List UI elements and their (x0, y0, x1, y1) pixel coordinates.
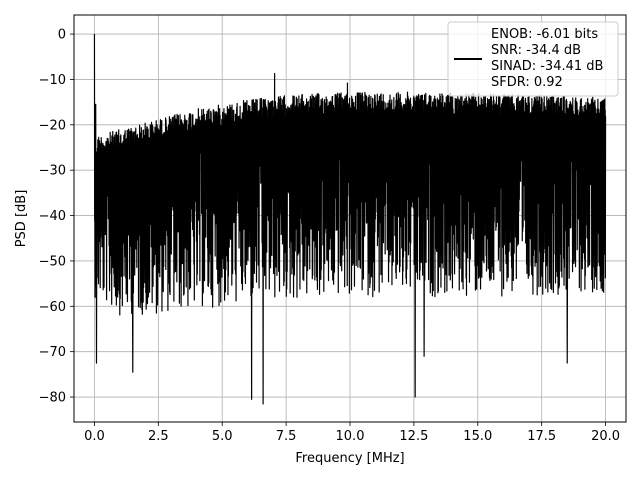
y-tick-label: −20 (39, 118, 66, 133)
x-tick-label: 20.0 (591, 429, 620, 444)
y-tick-label: 0 (58, 28, 66, 43)
x-tick-label: 0.0 (84, 429, 105, 444)
ticks: 0.0 2.5 5.0 7.5 10.0 12.5 15.0 17.5 20.0 0 −10 −20 −… (39, 28, 620, 444)
x-tick-label: 2.5 (148, 429, 169, 444)
x-tick-label: 15.0 (463, 429, 492, 444)
y-tick-label: −80 (39, 391, 66, 406)
x-tick-label: 5.0 (212, 429, 233, 444)
y-tick-label: −70 (39, 345, 66, 360)
y-tick-label: −10 (39, 73, 66, 88)
legend-sfdr: SFDR: 0.92 (491, 75, 563, 90)
y-tick-label: −60 (39, 300, 66, 315)
x-tick-label: 10.0 (336, 429, 365, 444)
x-axis-label: Frequency [MHz] (295, 451, 404, 466)
legend: ENOB: -6.01 bits SNR: -34.4 dB SINAD: -3… (447, 21, 619, 97)
plot-area (93, 34, 607, 405)
y-tick-label: −40 (39, 209, 66, 224)
legend-sinad: SINAD: -34.41 dB (491, 59, 603, 74)
psd-series-line (93, 34, 607, 405)
y-axis-label: PSD [dB] (14, 190, 29, 248)
x-tick-label: 12.5 (399, 429, 428, 444)
legend-snr: SNR: -34.4 dB (491, 43, 581, 58)
y-tick-label: −30 (39, 164, 66, 179)
legend-box (447, 21, 619, 97)
y-tick-label: −50 (39, 254, 66, 269)
x-tick-label: 7.5 (276, 429, 297, 444)
legend-enob: ENOB: -6.01 bits (491, 27, 598, 42)
x-tick-label: 17.5 (527, 429, 556, 444)
